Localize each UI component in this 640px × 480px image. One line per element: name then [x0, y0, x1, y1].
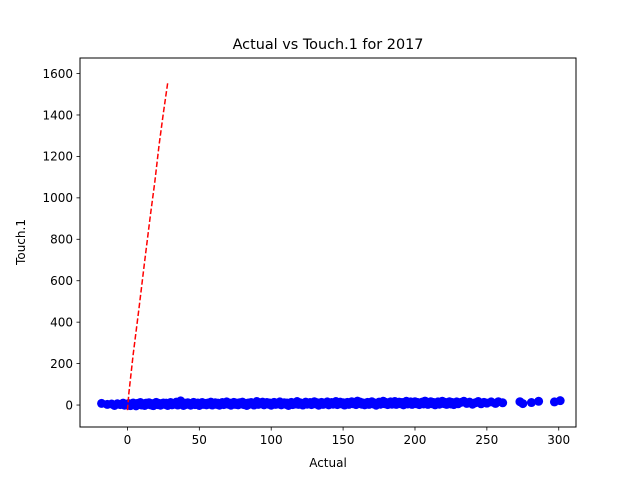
x-axis-ticks: 0 50 100 150 200 250 300 — [124, 427, 570, 447]
chart-title: Actual vs Touch.1 for 2017 — [233, 37, 424, 53]
plot-area — [80, 58, 576, 427]
data-point — [534, 396, 544, 406]
x-axis-label: Actual — [309, 456, 347, 470]
x-tick-label: 50 — [192, 433, 207, 447]
y-tick-label: 0 — [65, 398, 73, 412]
data-point — [518, 399, 528, 409]
plot-frame — [79, 57, 577, 428]
reference-line — [126, 82, 169, 411]
y-axis-ticks: 0 200 400 600 800 1000 1200 1400 1600 — [42, 67, 80, 412]
data-point — [498, 398, 508, 408]
x-tick-label: 200 — [404, 433, 427, 447]
y-axis-label: Touch.1 — [14, 219, 28, 266]
y-tick-label: 1600 — [42, 67, 73, 81]
x-tick-label: 150 — [332, 433, 355, 447]
x-tick-label: 300 — [547, 433, 570, 447]
data-marks — [97, 82, 565, 411]
y-tick-label: 600 — [50, 274, 73, 288]
x-tick-label: 0 — [124, 433, 132, 447]
data-point — [526, 398, 536, 408]
y-tick-label: 400 — [50, 315, 73, 329]
y-tick-label: 1000 — [42, 191, 73, 205]
y-tick-label: 200 — [50, 357, 73, 371]
y-tick-label: 1400 — [42, 108, 73, 122]
data-point — [555, 396, 565, 406]
x-tick-label: 100 — [260, 433, 283, 447]
y-tick-label: 800 — [50, 233, 73, 247]
y-tick-label: 1200 — [42, 150, 73, 164]
x-tick-label: 250 — [475, 433, 498, 447]
